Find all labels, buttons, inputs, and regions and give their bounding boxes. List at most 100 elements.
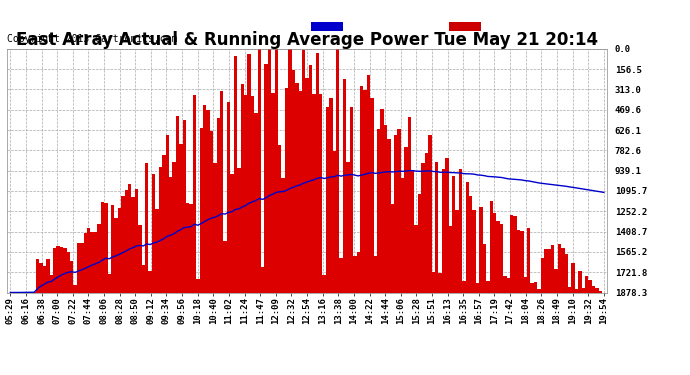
- Bar: [442, 170, 445, 292]
- Bar: [336, 49, 339, 292]
- Bar: [445, 158, 448, 292]
- Bar: [254, 113, 257, 292]
- Bar: [213, 163, 217, 292]
- Bar: [183, 120, 186, 292]
- Bar: [77, 243, 80, 292]
- Bar: [428, 135, 431, 292]
- Bar: [155, 209, 159, 292]
- Bar: [169, 177, 172, 292]
- Bar: [227, 102, 230, 292]
- Bar: [162, 155, 166, 292]
- Bar: [115, 218, 118, 292]
- Bar: [247, 54, 250, 292]
- Bar: [302, 50, 306, 292]
- Bar: [503, 276, 506, 292]
- Bar: [538, 289, 541, 292]
- Bar: [422, 163, 425, 292]
- Bar: [367, 75, 370, 292]
- Bar: [264, 64, 268, 292]
- Bar: [578, 271, 582, 292]
- Bar: [558, 244, 561, 292]
- Bar: [353, 256, 357, 292]
- Bar: [83, 234, 87, 292]
- Bar: [473, 210, 476, 292]
- Bar: [370, 98, 373, 292]
- Bar: [87, 228, 90, 292]
- Bar: [551, 245, 554, 292]
- Bar: [315, 53, 319, 292]
- Bar: [94, 232, 97, 292]
- Bar: [319, 94, 322, 292]
- Bar: [203, 105, 206, 292]
- Bar: [230, 174, 234, 292]
- Bar: [172, 162, 176, 292]
- Bar: [387, 139, 391, 292]
- Bar: [564, 254, 568, 292]
- Bar: [244, 95, 247, 292]
- Bar: [288, 49, 292, 292]
- Bar: [510, 214, 513, 292]
- Bar: [138, 225, 141, 292]
- Bar: [489, 201, 493, 292]
- Bar: [339, 258, 343, 292]
- Bar: [125, 190, 128, 292]
- Bar: [561, 248, 564, 292]
- Bar: [380, 109, 384, 292]
- Bar: [306, 78, 308, 292]
- Text: Copyright 2013 Cartronics.com: Copyright 2013 Cartronics.com: [7, 34, 177, 44]
- Bar: [469, 196, 473, 292]
- Bar: [152, 174, 155, 292]
- Bar: [295, 83, 299, 292]
- Bar: [394, 135, 397, 292]
- Bar: [241, 84, 244, 292]
- Bar: [210, 131, 213, 292]
- Bar: [292, 70, 295, 292]
- Bar: [43, 266, 46, 292]
- Bar: [141, 265, 145, 292]
- Bar: [176, 116, 179, 292]
- Bar: [217, 118, 220, 292]
- Bar: [224, 241, 227, 292]
- Bar: [531, 282, 534, 292]
- Bar: [299, 91, 302, 292]
- Bar: [220, 91, 224, 292]
- Bar: [67, 252, 70, 292]
- Bar: [517, 230, 520, 292]
- Bar: [571, 263, 575, 292]
- Bar: [257, 49, 261, 292]
- Bar: [496, 221, 500, 292]
- Bar: [250, 96, 254, 292]
- Bar: [186, 203, 189, 292]
- Bar: [448, 226, 452, 292]
- Bar: [275, 49, 278, 292]
- Bar: [568, 287, 571, 292]
- Bar: [329, 98, 333, 292]
- Bar: [308, 65, 312, 292]
- Bar: [261, 267, 264, 292]
- Bar: [199, 128, 203, 292]
- Bar: [391, 204, 394, 292]
- Bar: [36, 259, 39, 292]
- Bar: [575, 289, 578, 292]
- Bar: [401, 178, 404, 292]
- Bar: [425, 153, 428, 292]
- Bar: [312, 94, 315, 292]
- Bar: [544, 249, 547, 292]
- Bar: [159, 167, 162, 292]
- Bar: [404, 147, 408, 292]
- Bar: [462, 281, 466, 292]
- Bar: [60, 247, 63, 292]
- Bar: [73, 285, 77, 292]
- Bar: [189, 204, 193, 292]
- Legend: Average  (DC Watts), East Array  (DC Watts): Average (DC Watts), East Array (DC Watts…: [310, 22, 602, 33]
- Bar: [193, 95, 196, 292]
- Bar: [360, 86, 364, 292]
- Bar: [63, 248, 67, 292]
- Bar: [326, 106, 329, 292]
- Bar: [322, 275, 326, 292]
- Bar: [278, 145, 282, 292]
- Bar: [121, 195, 125, 292]
- Bar: [377, 129, 380, 292]
- Bar: [527, 228, 531, 292]
- Bar: [466, 182, 469, 292]
